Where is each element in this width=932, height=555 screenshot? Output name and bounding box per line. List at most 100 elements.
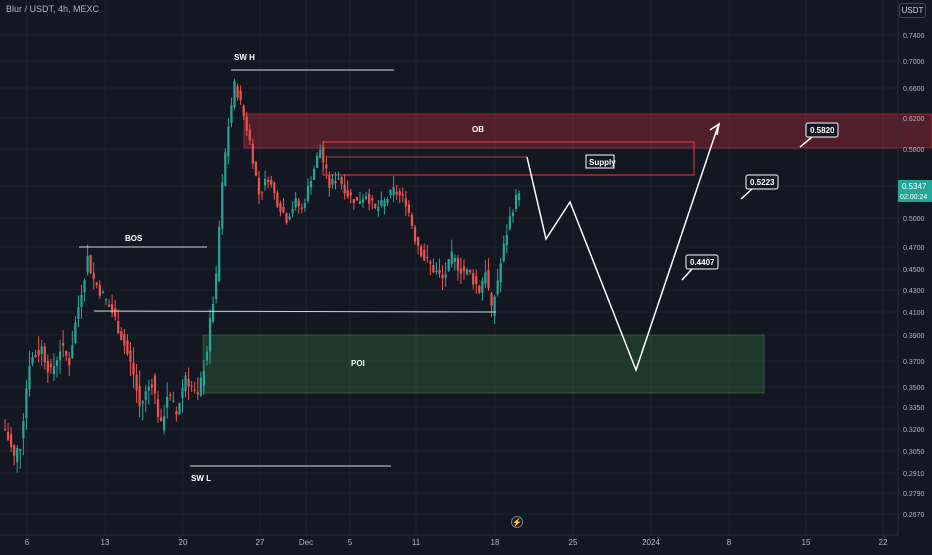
candle-body xyxy=(282,207,285,213)
candle-body xyxy=(6,432,10,440)
target-box-5223[interactable] xyxy=(745,174,779,190)
candle-body xyxy=(80,294,83,307)
candle-body xyxy=(178,403,181,415)
candle-body xyxy=(270,179,273,185)
candle-body xyxy=(68,358,71,366)
currency-button[interactable]: USDT xyxy=(899,3,926,18)
candle-body xyxy=(508,216,511,229)
symbol-title[interactable]: Blur / USDT, 4h, MEXC xyxy=(6,4,100,14)
ob-label: OB xyxy=(472,125,484,134)
candle-body xyxy=(111,304,114,313)
candle-body xyxy=(496,280,499,295)
candle-body xyxy=(34,354,37,357)
candle-body xyxy=(432,265,435,273)
candle-body xyxy=(86,255,89,273)
y-tick-label: 0.4100 xyxy=(903,310,925,317)
x-tick-label: 2024 xyxy=(642,538,660,547)
candle-body xyxy=(92,273,95,280)
candle-body xyxy=(156,399,160,418)
candle-body xyxy=(187,378,190,387)
candle-body xyxy=(475,276,478,285)
range-low-line[interactable] xyxy=(93,310,497,313)
target-pointer-5223 xyxy=(740,188,753,200)
y-tick-label: 0.4300 xyxy=(903,288,925,295)
candle-body xyxy=(386,199,389,204)
candle-body xyxy=(138,385,141,407)
candle-body xyxy=(40,346,43,354)
candle-body xyxy=(28,366,31,390)
candle-body xyxy=(190,385,193,387)
candle-body xyxy=(423,249,426,261)
candle-body xyxy=(368,194,371,204)
candle-body xyxy=(395,191,398,195)
candle-body xyxy=(493,296,496,316)
candle-body xyxy=(236,86,239,98)
x-tick-label: 22 xyxy=(879,538,888,547)
candle-body xyxy=(37,350,40,356)
candle-body xyxy=(71,345,74,359)
y-tick-label: 0.3700 xyxy=(903,359,925,366)
candle-body xyxy=(166,396,169,408)
candle-body xyxy=(16,447,19,463)
candle-body xyxy=(374,203,377,209)
y-tick-label: 0.3200 xyxy=(903,427,925,434)
candle-body xyxy=(184,375,187,392)
candle-body xyxy=(257,178,261,195)
candle-body xyxy=(260,191,264,193)
candle-body xyxy=(349,192,352,196)
candle-body xyxy=(107,304,111,307)
candle-body xyxy=(429,261,432,264)
candle-body xyxy=(31,357,34,364)
candle-body xyxy=(10,434,13,447)
candle-body xyxy=(163,416,166,431)
candle-body xyxy=(472,273,475,285)
candle-body xyxy=(211,303,215,322)
candle-body xyxy=(129,350,132,362)
candle-body xyxy=(377,207,380,212)
poi-label: POI xyxy=(351,359,365,368)
candle-body xyxy=(141,401,144,404)
candle-body xyxy=(383,200,386,207)
candle-body xyxy=(444,273,447,278)
candle-body xyxy=(328,175,331,188)
candle-body xyxy=(242,105,245,116)
candle-body xyxy=(316,155,319,168)
candle-body xyxy=(144,391,147,400)
x-tick-label: Dec xyxy=(299,538,313,547)
y-tick-label: 0.4500 xyxy=(903,267,925,274)
y-tick-label: 0.4700 xyxy=(903,245,925,252)
bar-countdown: 02:00:24 xyxy=(900,194,927,201)
target-label-4407: 0.4407 xyxy=(690,258,715,267)
current-price-tag xyxy=(898,180,932,202)
candle-body xyxy=(426,257,429,259)
candle-body xyxy=(65,350,68,356)
candle-body xyxy=(248,130,251,141)
candle-body xyxy=(264,179,267,186)
candle-body xyxy=(117,320,120,334)
target-label-5223: 0.5223 xyxy=(750,178,775,187)
candle-body xyxy=(438,270,441,274)
candle-body xyxy=(465,269,469,275)
target-box-5820[interactable] xyxy=(805,122,839,138)
candle-body xyxy=(169,394,172,396)
lightning-icon[interactable]: ⚡ xyxy=(511,516,523,528)
projection-path[interactable] xyxy=(526,125,719,373)
y-tick-label: 0.7400 xyxy=(903,33,925,40)
candle-body xyxy=(22,421,25,439)
candle-body xyxy=(487,269,490,289)
x-tick-label: 15 xyxy=(802,538,811,547)
target-box-4407[interactable] xyxy=(685,254,719,270)
candle-body xyxy=(126,340,129,355)
candle-body xyxy=(208,317,212,352)
x-tick-label: 27 xyxy=(256,538,265,547)
candle-body xyxy=(58,351,62,361)
candle-body xyxy=(276,192,279,207)
candle-body xyxy=(279,203,282,212)
current-price-value: 0.5347 xyxy=(902,182,927,191)
poi-zone[interactable] xyxy=(202,334,765,394)
x-tick-label: 20 xyxy=(179,538,188,547)
candle-body xyxy=(89,255,92,274)
candle-body xyxy=(294,198,297,208)
